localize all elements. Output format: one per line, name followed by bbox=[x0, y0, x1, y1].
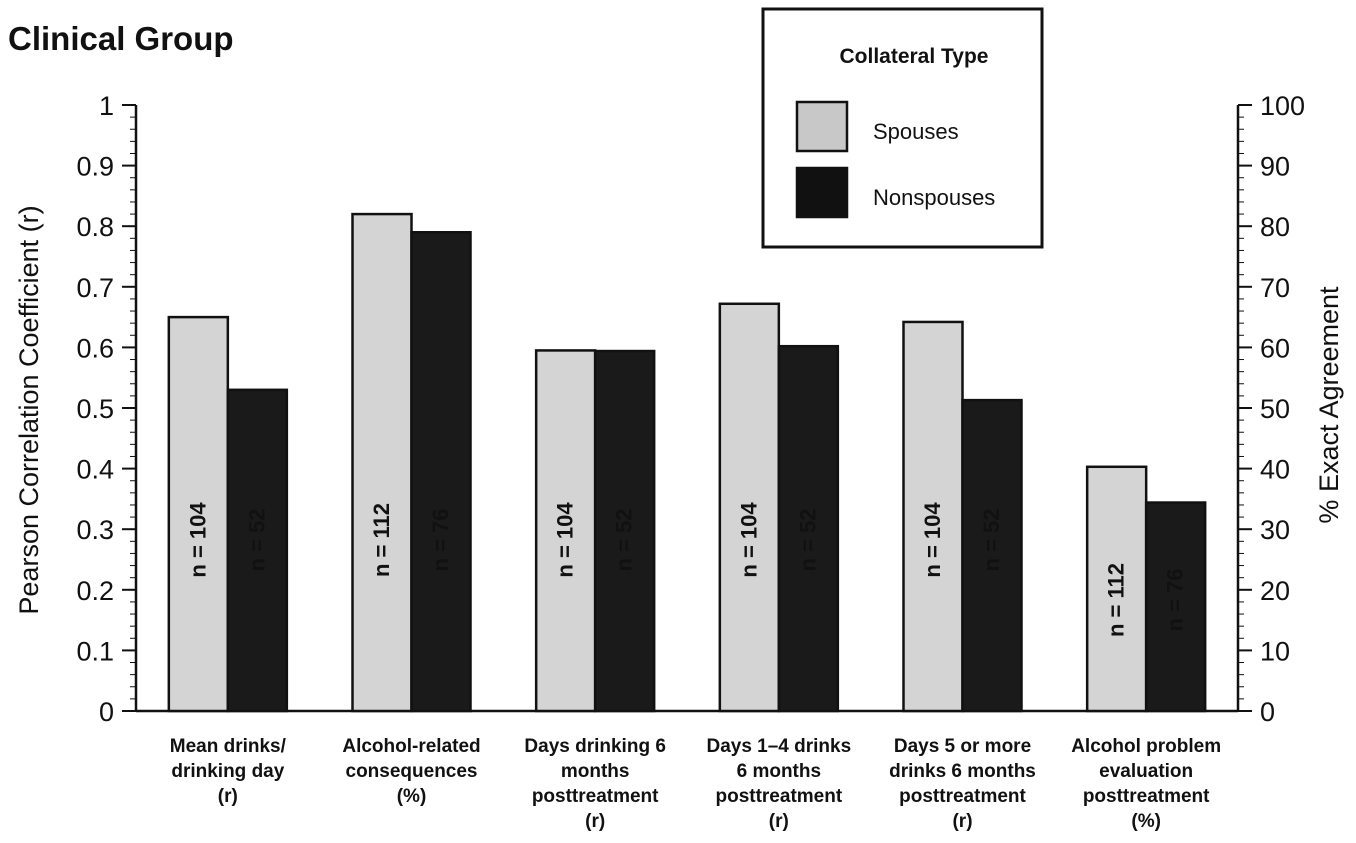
legend: Collateral Type Spouses Nonspouses bbox=[761, 7, 1044, 249]
y-tick-label-left: 0.8 bbox=[76, 212, 114, 242]
y-tick-label-right: 40 bbox=[1260, 455, 1290, 485]
x-category-label: evaluation bbox=[1099, 761, 1193, 782]
y-tick-label-left: 0.4 bbox=[76, 455, 114, 485]
bars bbox=[167, 212, 1207, 713]
bar-n-label: n = 52 bbox=[244, 509, 269, 572]
x-category-label: (r) bbox=[585, 811, 605, 832]
x-category-label: Mean drinks/ bbox=[170, 736, 287, 757]
y-tick-label-left: 0.3 bbox=[76, 515, 114, 545]
y-tick-label-right: 50 bbox=[1260, 394, 1290, 424]
y-axis-title-right: % Exact Agreement bbox=[1314, 286, 1344, 524]
y-tick-label-left: 0.1 bbox=[76, 636, 114, 666]
y-tick-label-left: 1 bbox=[99, 91, 114, 121]
bar-n-label: n = 52 bbox=[612, 509, 637, 572]
x-category-label: (r) bbox=[952, 811, 972, 832]
y-tick-label-right: 70 bbox=[1260, 273, 1290, 303]
x-category-label: Days drinking 6 bbox=[524, 736, 666, 757]
bar-nonspouses bbox=[1144, 501, 1207, 713]
x-category-label: 6 months bbox=[737, 761, 821, 782]
chart-title: Clinical Group bbox=[8, 20, 234, 57]
y-tick-label-right: 80 bbox=[1260, 212, 1290, 242]
legend-swatch-nonspouses bbox=[795, 166, 849, 219]
bar-n-label: n = 104 bbox=[736, 502, 761, 578]
legend-label-spouses: Spouses bbox=[873, 119, 959, 144]
bar-nonspouses bbox=[226, 388, 289, 713]
y-tick-label-left: 0.5 bbox=[76, 394, 114, 424]
bar-n-label: n = 104 bbox=[185, 502, 210, 578]
y-tick-label-left: 0.9 bbox=[76, 152, 114, 182]
x-category-label: (%) bbox=[397, 786, 427, 807]
x-category-label: months bbox=[561, 761, 630, 782]
x-category-label: drinks 6 months bbox=[889, 761, 1036, 782]
bar-labels: n = 104 n = 52 n = 112 n = 76 n = 104 n = 52 n… bbox=[185, 502, 1187, 637]
y-axis-title-left: Pearson Correlation Coefficient (r) bbox=[14, 205, 44, 614]
x-category-label: consequences bbox=[346, 761, 478, 782]
legend-title: Collateral Type bbox=[840, 45, 989, 68]
x-category-label: Alcohol problem bbox=[1071, 736, 1221, 757]
y-tick-label-right: 20 bbox=[1260, 576, 1290, 606]
y-tick-label-left: 0.2 bbox=[76, 576, 114, 606]
bar-n-label: n = 52 bbox=[979, 509, 1004, 572]
x-category-label: Alcohol-related bbox=[342, 736, 480, 757]
x-category-label: posttreatment bbox=[899, 786, 1026, 807]
bar-spouses bbox=[534, 349, 597, 713]
legend-swatch-spouses bbox=[795, 100, 849, 153]
y-tick-label-left: 0 bbox=[99, 697, 114, 727]
bar-nonspouses bbox=[410, 231, 472, 713]
y-ticks-left: 0 0.1 0.2 0.3 0.4 0.5 0.6 0.7 0.8 0.9 1 bbox=[76, 91, 114, 727]
bar-nonspouses bbox=[961, 398, 1023, 713]
bar-n-label: n = 52 bbox=[795, 509, 820, 572]
y-tick-label-left: 0.6 bbox=[76, 333, 114, 363]
y-tick-label-left: 0.7 bbox=[76, 273, 114, 303]
bar-n-label: n = 76 bbox=[1163, 569, 1188, 632]
bar-nonspouses bbox=[777, 344, 840, 713]
x-category-label: posttreatment bbox=[532, 786, 659, 807]
x-category-label: (%) bbox=[1131, 811, 1161, 832]
bar-spouses bbox=[718, 302, 781, 713]
bar-n-label: n = 76 bbox=[428, 509, 453, 572]
y-tick-label-right: 0 bbox=[1260, 697, 1275, 727]
y-tick-label-right: 90 bbox=[1260, 152, 1290, 182]
bar-n-label: n = 112 bbox=[369, 503, 394, 577]
y-tick-label-right: 30 bbox=[1260, 515, 1290, 545]
bar-nonspouses bbox=[593, 349, 656, 713]
legend-label-nonspouses: Nonspouses bbox=[873, 185, 995, 210]
y-ticks-right: 0 10 20 30 40 50 60 70 80 90 100 bbox=[1260, 91, 1305, 727]
x-category-label: posttreatment bbox=[1083, 786, 1210, 807]
y-tick-label-right: 100 bbox=[1260, 91, 1305, 121]
x-category-label: (r) bbox=[218, 786, 238, 807]
bar-n-label: n = 112 bbox=[1104, 563, 1129, 637]
y-tick-label-right: 60 bbox=[1260, 333, 1290, 363]
bar-n-label: n = 104 bbox=[920, 502, 945, 578]
x-category-label: Days 5 or more bbox=[894, 736, 1031, 757]
axes bbox=[122, 104, 1252, 713]
bar-n-label: n = 104 bbox=[553, 502, 578, 578]
x-category-label: (r) bbox=[769, 811, 789, 832]
x-category-label: posttreatment bbox=[715, 786, 842, 807]
x-category-label: Days 1–4 drinks bbox=[706, 736, 851, 757]
y-tick-label-right: 10 bbox=[1260, 636, 1290, 666]
bar-spouses bbox=[351, 212, 413, 713]
category-labels: Mean drinks/drinking day (r) Alcohol-relat… bbox=[170, 736, 1221, 832]
bar-spouses bbox=[1085, 465, 1148, 713]
x-category-label: drinking day bbox=[171, 761, 284, 782]
